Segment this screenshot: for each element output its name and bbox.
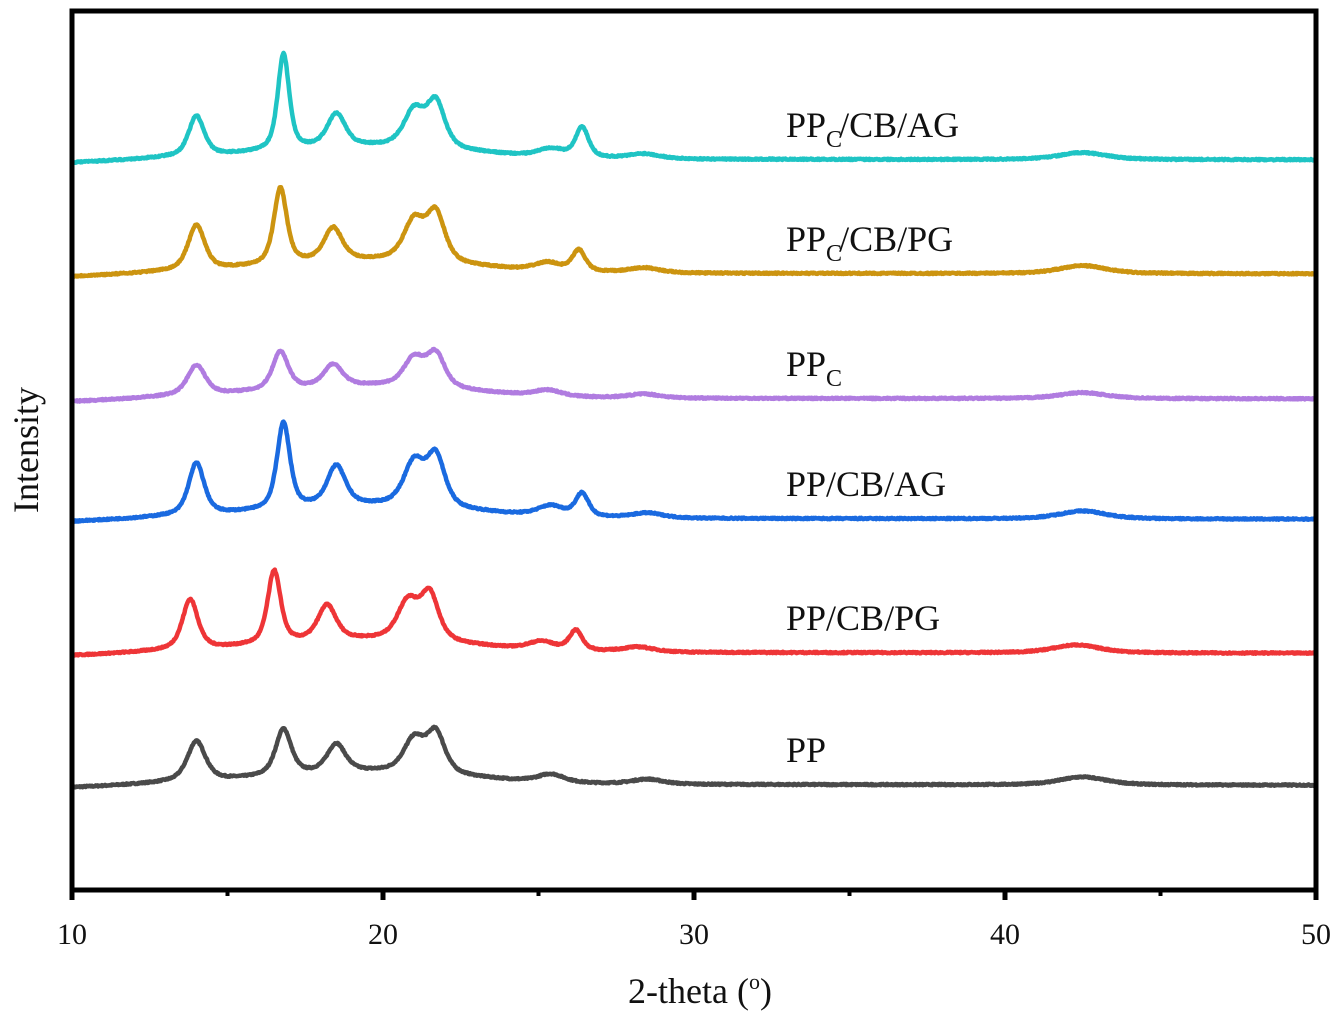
series-line-ppc — [70, 346, 1318, 404]
x-axis-title: 2-theta (o) — [628, 969, 772, 1011]
x-tick-label: 20 — [368, 918, 398, 951]
x-axis-ticks — [69, 890, 1319, 900]
series-label-pp-cb-ag: PP/CB/AG — [786, 464, 946, 504]
series-line-ppc-cb-pg — [70, 184, 1318, 279]
series-line-pp — [69, 724, 1318, 790]
x-axis-tick-labels: 10 20 30 40 50 — [57, 918, 1331, 951]
series-line-pp-cb-ag — [70, 419, 1318, 524]
x-tick-label: 40 — [990, 918, 1020, 951]
series-label-ppc: PPC — [786, 344, 842, 392]
series-curves — [69, 50, 1318, 790]
series-label-ppc-cb-ag: PPC/CB/AG — [786, 105, 959, 153]
series-label-pp-cb-pg: PP/CB/PG — [786, 598, 940, 638]
series-line-pp-cb-pg — [70, 567, 1318, 658]
series-line-ppc-cb-ag — [70, 50, 1318, 165]
x-tick-label: 50 — [1301, 918, 1331, 951]
x-tick-label: 30 — [679, 918, 709, 951]
plot-frame — [69, 8, 1319, 893]
y-axis-title: Intensity — [6, 387, 46, 513]
series-label-pp: PP — [786, 730, 826, 770]
series-labels: PP PP/CB/PG PP/CB/AG PPC PPC/CB/PG PPC/CB/AG — [786, 105, 959, 770]
x-tick-label: 10 — [57, 918, 87, 951]
series-label-ppc-cb-pg: PPC/CB/PG — [786, 219, 953, 267]
